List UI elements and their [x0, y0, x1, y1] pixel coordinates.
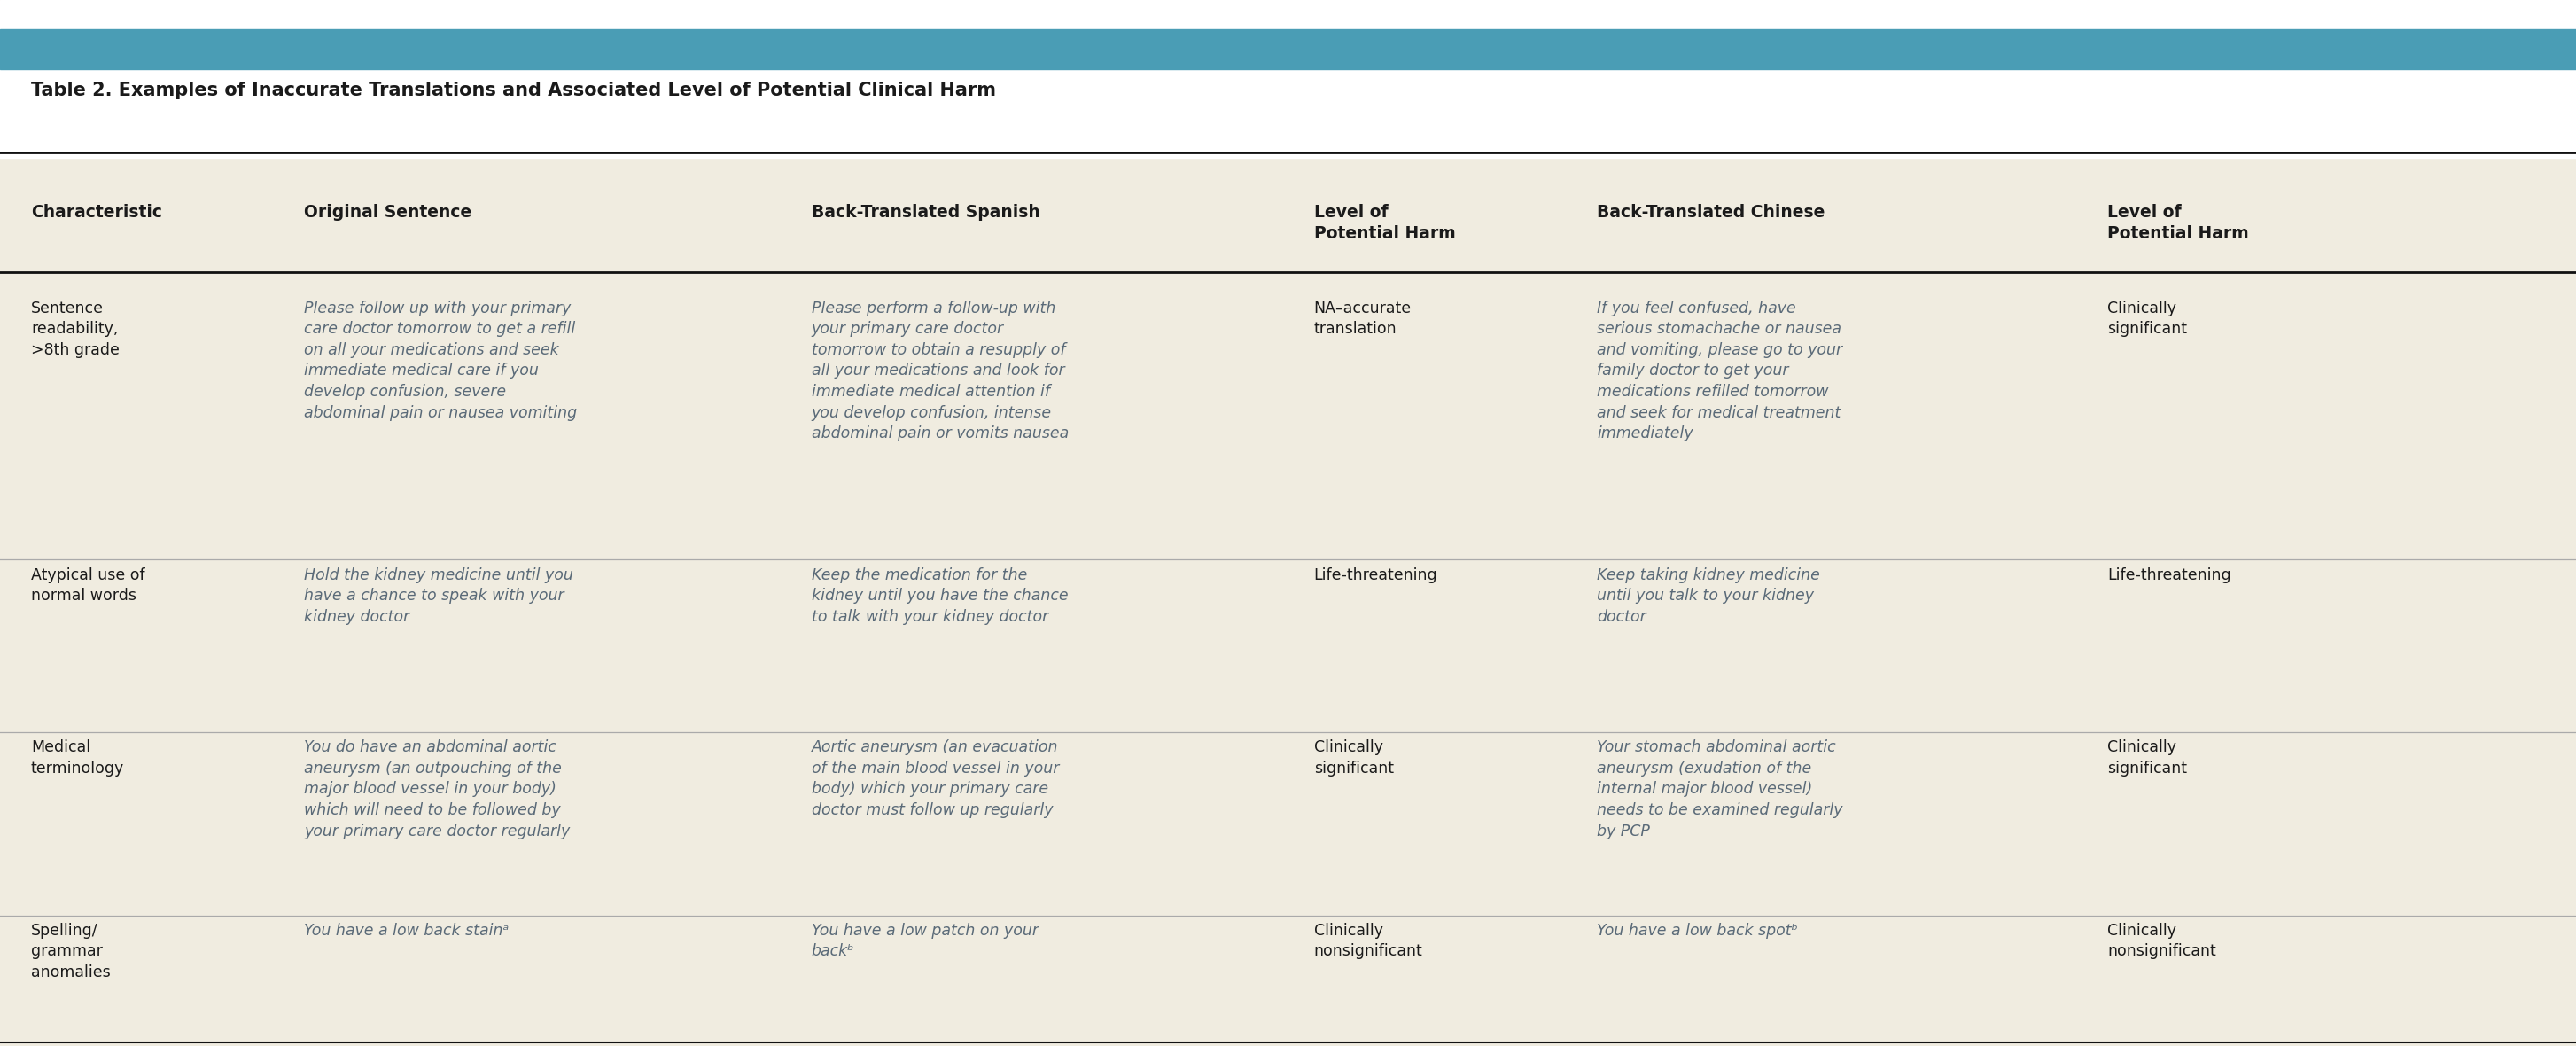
Text: Life-threatening: Life-threatening [1314, 567, 1437, 583]
Bar [0, 29, 2576, 69]
Text: NA–accurate
translation: NA–accurate translation [1314, 300, 1412, 337]
Text: Please perform a follow-up with
your primary care doctor
tomorrow to obtain a re: Please perform a follow-up with your pri… [811, 300, 1069, 441]
Text: Back-Translated Spanish: Back-Translated Spanish [811, 204, 1041, 221]
Text: If you feel confused, have
serious stomachache or nausea
and vomiting, please go: If you feel confused, have serious stoma… [1597, 300, 1842, 441]
Text: You have a low back stainᵃ: You have a low back stainᵃ [304, 923, 510, 938]
Text: Hold the kidney medicine until you
have a chance to speak with your
kidney docto: Hold the kidney medicine until you have … [304, 567, 574, 624]
Text: Characteristic: Characteristic [31, 204, 162, 221]
Text: Clinically
significant: Clinically significant [2107, 300, 2187, 337]
Bar [0, 0, 2576, 29]
Text: Level of
Potential Harm: Level of Potential Harm [2107, 204, 2249, 243]
Bar [0, 160, 2576, 1044]
Text: Clinically
nonsignificant: Clinically nonsignificant [1314, 923, 1422, 959]
Text: Table 2. Examples of Inaccurate Translations and Associated Level of Potential C: Table 2. Examples of Inaccurate Translat… [31, 82, 997, 99]
Text: Sentence
readability,
>8th grade: Sentence readability, >8th grade [31, 300, 118, 358]
Text: Clinically
significant: Clinically significant [1314, 740, 1394, 776]
Text: Keep the medication for the
kidney until you have the chance
to talk with your k: Keep the medication for the kidney until… [811, 567, 1069, 624]
Text: Level of
Potential Harm: Level of Potential Harm [1314, 204, 1455, 243]
Text: Please follow up with your primary
care doctor tomorrow to get a refill
on all y: Please follow up with your primary care … [304, 300, 577, 420]
Text: Your stomach abdominal aortic
aneurysm (exudation of the
internal major blood ve: Your stomach abdominal aortic aneurysm (… [1597, 740, 1842, 839]
Text: You do have an abdominal aortic
aneurysm (an outpouching of the
major blood vess: You do have an abdominal aortic aneurysm… [304, 740, 569, 839]
Text: Aortic aneurysm (an evacuation
of the main blood vessel in your
body) which your: Aortic aneurysm (an evacuation of the ma… [811, 740, 1059, 818]
Text: Life-threatening: Life-threatening [2107, 567, 2231, 583]
Text: Spelling/
grammar
anomalies: Spelling/ grammar anomalies [31, 923, 111, 980]
Text: Original Sentence: Original Sentence [304, 204, 471, 221]
Bar [0, 69, 2576, 158]
Text: Keep taking kidney medicine
until you talk to your kidney
doctor: Keep taking kidney medicine until you ta… [1597, 567, 1821, 624]
Text: Clinically
nonsignificant: Clinically nonsignificant [2107, 923, 2215, 959]
Text: Atypical use of
normal words: Atypical use of normal words [31, 567, 144, 604]
Text: Back-Translated Chinese: Back-Translated Chinese [1597, 204, 1826, 221]
Text: Clinically
significant: Clinically significant [2107, 740, 2187, 776]
Text: You have a low back spotᵇ: You have a low back spotᵇ [1597, 923, 1798, 938]
Text: Medical
terminology: Medical terminology [31, 740, 124, 776]
Text: You have a low patch on your
backᵇ: You have a low patch on your backᵇ [811, 923, 1038, 959]
